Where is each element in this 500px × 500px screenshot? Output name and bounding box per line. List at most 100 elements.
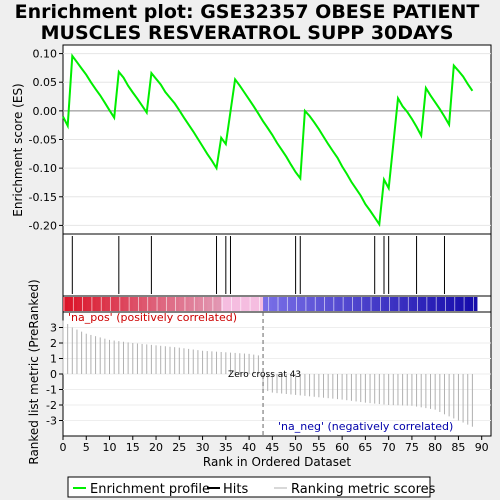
zero-cross-label: Zero cross at 43 xyxy=(228,370,301,380)
metric-y-axis-ticks: -3 -2 -1 0 1 2 3 xyxy=(46,322,63,428)
color-bar-cell xyxy=(197,297,203,311)
color-bar-cell xyxy=(90,297,96,311)
es-y-axis-ticks: -0.20 -0.15 -0.10 -0.05 0.00 0.05 0.10 xyxy=(29,48,63,232)
color-bar-cell xyxy=(430,297,436,311)
color-bar-cell xyxy=(109,297,115,311)
color-bar-cell xyxy=(463,297,469,311)
x-tick-label: 65 xyxy=(358,441,372,454)
es-y-tick-label: -0.10 xyxy=(29,162,57,175)
color-bar-cell xyxy=(160,297,166,311)
hits-panel-frame xyxy=(62,233,492,297)
x-tick-label: 50 xyxy=(289,441,303,454)
legend-enrichment-label: Enrichment profile xyxy=(90,482,210,497)
color-bar-cell xyxy=(286,297,292,311)
hit-marks xyxy=(71,236,445,294)
color-bar-cell xyxy=(244,297,250,311)
color-bar-cell xyxy=(239,297,245,311)
color-bar-cell xyxy=(118,297,124,311)
metric-y-axis-label: Ranked list metric (PreRanked) xyxy=(27,279,41,464)
color-bar-cell xyxy=(151,297,157,311)
ranking-metric-bars xyxy=(62,320,473,427)
color-bar-cell xyxy=(263,297,269,311)
color-bar-cell xyxy=(76,297,83,311)
es-y-tick-label: -0.20 xyxy=(29,219,57,232)
color-bar-cell xyxy=(453,297,459,311)
color-bar-cell xyxy=(72,297,78,311)
color-bar-cell xyxy=(393,297,399,311)
color-bar-cell xyxy=(290,297,297,311)
es-y-axis-label: Enrichment score (ES) xyxy=(11,83,25,216)
color-bar-cell xyxy=(300,297,306,311)
color-bar-cell xyxy=(114,297,120,311)
color-bar-cell xyxy=(365,297,371,311)
color-bar-cell xyxy=(63,297,69,311)
x-tick-label: 70 xyxy=(382,441,396,454)
color-bar-cell xyxy=(132,297,138,311)
x-tick-label: 80 xyxy=(428,441,442,454)
color-bar-cell xyxy=(379,297,385,311)
color-bar-cell xyxy=(318,297,324,311)
color-bar-cell xyxy=(444,297,450,311)
color-bar-cell xyxy=(123,297,129,311)
metric-y-tick-label: -1 xyxy=(46,384,57,397)
x-tick-label: 15 xyxy=(126,441,140,454)
metric-y-tick-label: -3 xyxy=(46,415,57,428)
x-tick-label: 75 xyxy=(405,441,419,454)
legend-box xyxy=(67,476,431,498)
color-bar-cell xyxy=(449,297,455,311)
x-tick-label: 25 xyxy=(172,441,186,454)
color-bar-cell xyxy=(170,297,176,311)
color-bar-cell xyxy=(86,297,92,311)
color-bar-cell xyxy=(439,297,445,311)
color-bar-cell xyxy=(137,297,143,311)
color-bar-cell xyxy=(416,297,422,311)
color-bar-cell xyxy=(188,297,194,311)
color-bar-cell xyxy=(207,297,213,311)
x-tick-label: 5 xyxy=(83,441,90,454)
color-bar-cell xyxy=(95,297,101,311)
color-bar-cell xyxy=(295,297,301,311)
legend-ranking-label: Ranking metric scores xyxy=(291,482,436,497)
color-bar-cell xyxy=(281,297,287,311)
color-bar-cell xyxy=(346,297,352,311)
color-bar-cell xyxy=(328,297,334,311)
es-y-tick-label: -0.15 xyxy=(29,191,57,204)
color-bar-cell xyxy=(165,297,171,311)
x-tick-label: 55 xyxy=(312,441,326,454)
color-bar-cell xyxy=(146,297,152,311)
positive-correlation-label: 'na_pos' (positively correlated) xyxy=(68,311,237,324)
chart-title-line-2: MUSCLES RESVERATROL SUPP 30DAYS xyxy=(41,22,454,44)
color-bar-cell xyxy=(458,297,464,311)
color-bar-cell xyxy=(179,297,185,311)
color-bar-cell xyxy=(323,297,329,311)
x-axis-ticks: 0 5 10 15 20 25 30 35 40 45 50 55 60 65 70 75 80 85 90 xyxy=(60,436,489,454)
chart-title-line-1: Enrichment plot: GSE32357 OBESE PATIENT xyxy=(15,1,480,23)
es-y-tick-label: 0.00 xyxy=(33,105,58,118)
color-bar-cell xyxy=(370,297,376,311)
metric-y-tick-label: 2 xyxy=(50,337,57,350)
x-tick-label: 35 xyxy=(219,441,233,454)
es-y-tick-label: -0.05 xyxy=(29,134,57,147)
ranked-list-color-bar xyxy=(62,295,492,313)
color-bar-cell xyxy=(337,297,343,311)
color-bar-cell xyxy=(425,297,431,311)
color-bar-cell xyxy=(397,297,404,311)
color-bar-cell xyxy=(202,297,208,311)
color-bar-cell xyxy=(183,297,190,311)
x-tick-label: 10 xyxy=(103,441,117,454)
metric-y-tick-label: -2 xyxy=(46,399,57,412)
color-bar-cell xyxy=(332,297,338,311)
x-tick-label: 90 xyxy=(475,441,489,454)
metric-y-tick-label: 1 xyxy=(50,353,57,366)
color-bar-cell xyxy=(277,297,283,311)
color-bar-cell xyxy=(467,297,473,311)
color-bar-cell xyxy=(230,297,236,311)
color-bar-cell xyxy=(211,297,217,311)
color-bar-cell xyxy=(142,297,148,311)
enrichment-profile-line xyxy=(62,53,474,228)
negative-correlation-label: 'na_neg' (negatively correlated) xyxy=(278,420,453,433)
color-bar-cell xyxy=(104,297,110,311)
color-bar-cell xyxy=(272,297,278,311)
color-bar-cell xyxy=(411,297,417,311)
